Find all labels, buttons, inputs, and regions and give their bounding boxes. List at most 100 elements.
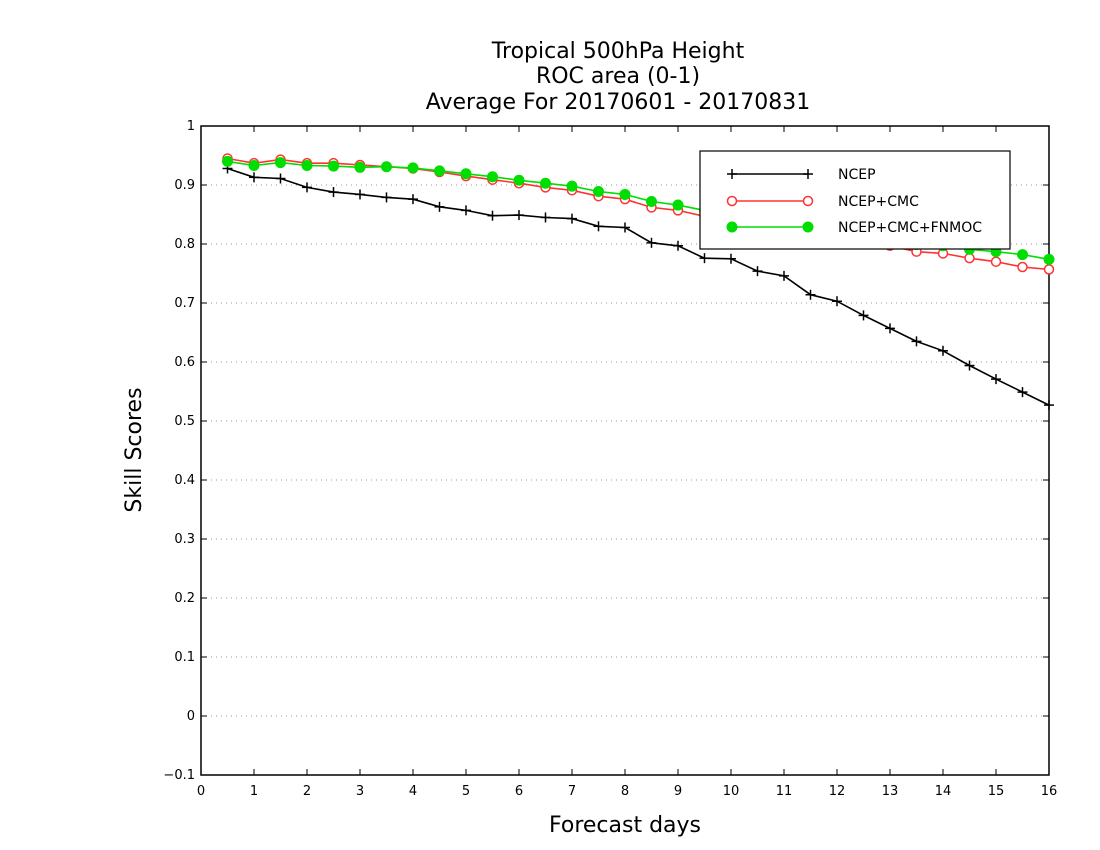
data-point xyxy=(990,256,1002,267)
data-point xyxy=(328,160,339,172)
x-tick-label: 5 xyxy=(462,784,470,799)
data-point xyxy=(779,270,789,281)
data-point xyxy=(1043,253,1055,265)
data-point xyxy=(885,323,895,334)
data-point xyxy=(355,189,365,200)
data-point xyxy=(646,237,657,248)
data-point xyxy=(301,160,313,172)
data-point xyxy=(805,289,816,300)
x-tick-label: 15 xyxy=(988,784,1005,799)
data-point xyxy=(567,213,577,224)
x-tick-label: 12 xyxy=(829,784,846,799)
data-point xyxy=(461,205,471,216)
plot-frame xyxy=(200,125,1050,776)
x-tick-label: 7 xyxy=(568,784,576,799)
data-point xyxy=(328,187,339,198)
data-point xyxy=(381,161,392,173)
chart-title-line-3: Average For 20170601 - 20170831 xyxy=(426,90,811,115)
data-point xyxy=(911,336,922,347)
data-point xyxy=(275,173,286,184)
x-tick-label: 3 xyxy=(356,784,364,799)
y-tick-label: 0 xyxy=(187,709,195,724)
x-tick-label: 6 xyxy=(515,784,523,799)
y-tick-label: 0.3 xyxy=(174,532,195,547)
data-point xyxy=(620,222,630,233)
data-point xyxy=(460,168,472,180)
data-point xyxy=(275,157,286,169)
data-point xyxy=(699,253,710,264)
x-tick-label: 11 xyxy=(776,784,793,799)
x-tick-label: 13 xyxy=(882,784,899,799)
data-point xyxy=(672,199,684,211)
data-point xyxy=(487,171,498,183)
data-point xyxy=(1017,249,1028,261)
data-point xyxy=(964,360,975,371)
y-tick-label: 0.6 xyxy=(174,355,195,370)
x-tick-label: 4 xyxy=(409,784,417,799)
chart-title-line-1: Tropical 500hPa Height xyxy=(491,39,745,64)
chart-title: Tropical 500hPa Height ROC area (0-1) Av… xyxy=(426,39,811,115)
y-tick-label: 0.1 xyxy=(174,650,195,665)
data-point xyxy=(752,266,763,277)
legend-entry: NCEP+CMC+FNMOC xyxy=(726,220,982,236)
chart-title-line-2: ROC area (0-1) xyxy=(536,64,700,89)
data-point xyxy=(673,240,683,251)
data-point xyxy=(302,182,312,193)
data-point xyxy=(354,161,366,173)
data-point xyxy=(222,155,233,167)
legend-entry: NCEP+CMC xyxy=(726,194,919,210)
legend-marker xyxy=(802,221,814,233)
legend: NCEP NCEP+CMC NCEP+CMC+FNMOC xyxy=(699,150,1011,250)
x-tick-label: 0 xyxy=(197,784,205,799)
x-axis-title: Forecast days xyxy=(549,813,701,838)
x-tick-label: 1 xyxy=(250,784,258,799)
data-point xyxy=(991,374,1001,385)
x-tick-label: 14 xyxy=(935,784,952,799)
data-point xyxy=(408,194,418,205)
data-point xyxy=(513,174,525,186)
legend-entry: NCEP xyxy=(727,167,876,183)
y-axis-ticks: −0.1 0 0.1 0.2 0.3 0.4 0.5 0.6 0.7 0.8 0.9 1 xyxy=(163,119,1049,783)
legend-label: NCEP+CMC xyxy=(838,194,919,210)
x-tick-label: 9 xyxy=(674,784,682,799)
y-tick-label: −0.1 xyxy=(163,768,195,783)
y-tick-label: 0.8 xyxy=(174,237,195,252)
data-point xyxy=(487,210,498,221)
x-tick-label: 16 xyxy=(1041,784,1058,799)
series-ncep xyxy=(222,163,1054,411)
legend-marker xyxy=(802,195,814,207)
data-point xyxy=(964,252,975,264)
legend-marker xyxy=(726,221,738,233)
data-point xyxy=(938,345,948,356)
data-point xyxy=(381,192,392,203)
data-point xyxy=(858,310,869,321)
legend-marker xyxy=(727,169,737,179)
legend-marker xyxy=(726,195,738,207)
data-point xyxy=(1044,400,1054,411)
y-tick-label: 0.9 xyxy=(174,178,195,193)
data-point xyxy=(1017,261,1028,273)
y-tick-label: 1 xyxy=(187,119,195,134)
data-point xyxy=(434,201,445,212)
data-point xyxy=(434,165,445,177)
data-point xyxy=(1017,387,1028,398)
data-point xyxy=(407,162,419,174)
legend-label: NCEP xyxy=(838,167,876,183)
data-point xyxy=(249,172,259,183)
data-point xyxy=(540,212,551,223)
data-point xyxy=(593,185,604,197)
y-axis-title: Skill Scores xyxy=(122,387,147,512)
data-point xyxy=(593,221,604,232)
x-tick-label: 10 xyxy=(723,784,740,799)
data-point xyxy=(540,177,551,189)
y-tick-label: 0.4 xyxy=(174,473,195,488)
x-tick-label: 8 xyxy=(621,784,629,799)
data-point xyxy=(619,188,631,200)
legend-box xyxy=(699,150,1011,250)
legend-label: NCEP+CMC+FNMOC xyxy=(838,220,982,236)
y-tick-label: 0.2 xyxy=(174,591,195,606)
data-point xyxy=(726,253,736,264)
data-point xyxy=(832,296,842,307)
data-point xyxy=(566,180,578,192)
